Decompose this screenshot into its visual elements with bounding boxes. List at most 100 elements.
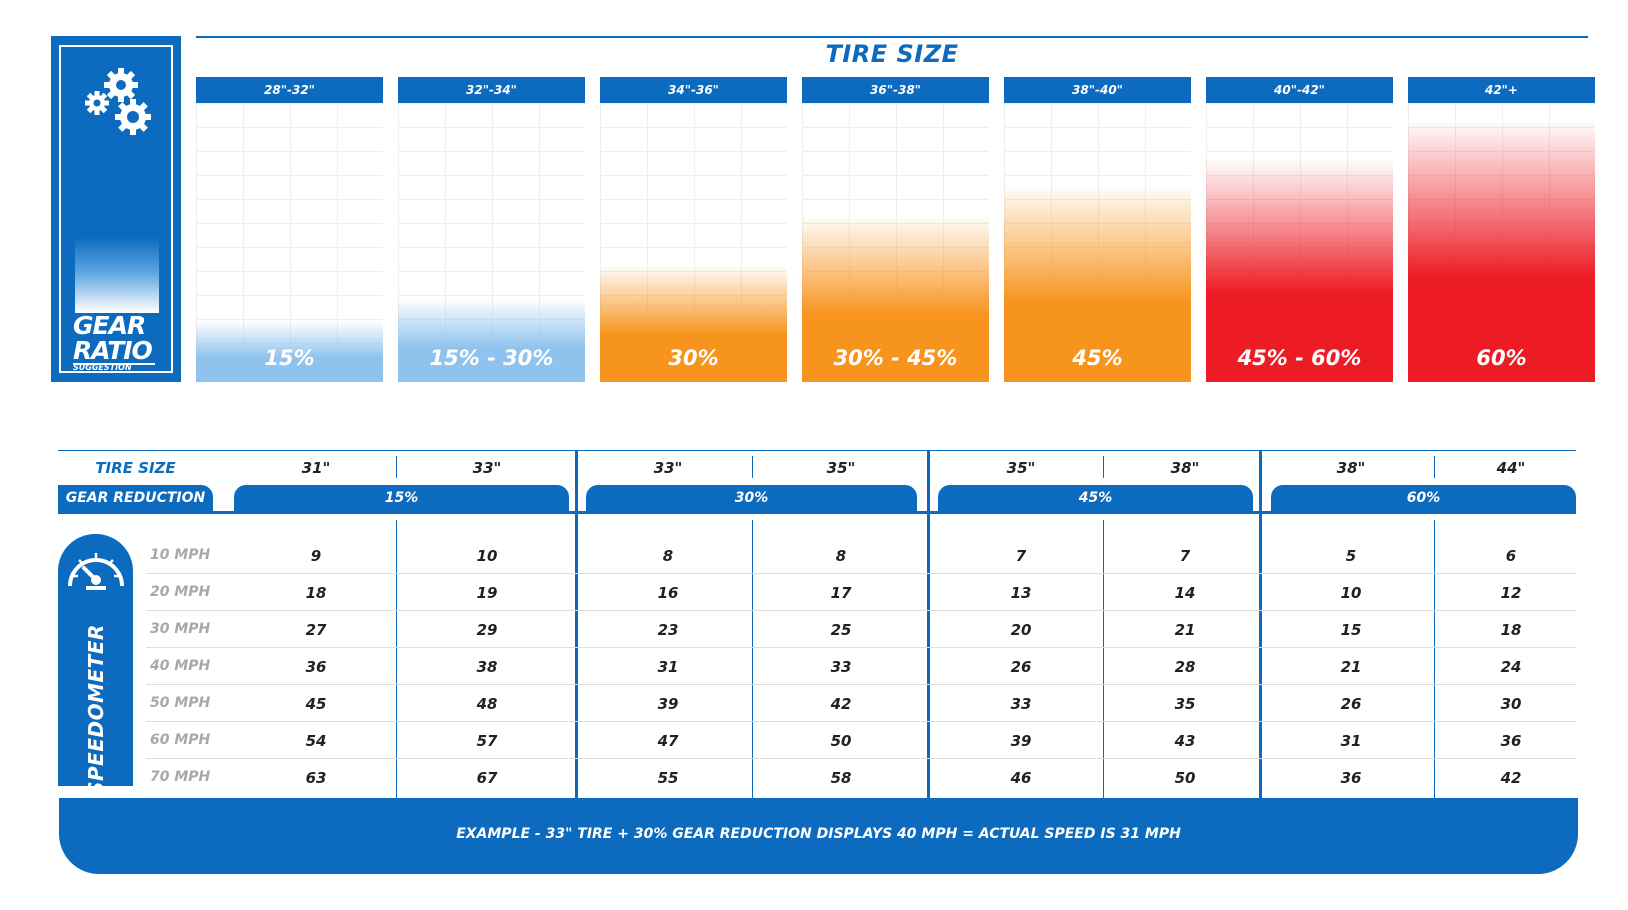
- actual-speed-cell: 28: [1174, 658, 1196, 676]
- actual-speed-cell: 31: [1340, 732, 1362, 750]
- actual-speed-cell: 26: [1340, 695, 1362, 713]
- actual-speed-cell: 29: [476, 621, 498, 639]
- actual-speed-cell: 46: [1010, 769, 1032, 787]
- ratio-bar: [398, 298, 585, 382]
- actual-speed-cell: 18: [305, 584, 327, 602]
- actual-speed-cell: 57: [476, 732, 498, 750]
- tire-size-column: 38"-40" 45%: [1004, 77, 1191, 382]
- ratio-label: 15% - 30%: [429, 346, 554, 370]
- actual-speed-cell: 12: [1500, 584, 1522, 602]
- ratio-label: 45% - 60%: [1237, 346, 1362, 370]
- gear-reduction-tab: 60%: [1271, 485, 1576, 512]
- logo-title-line1: GEAR: [73, 311, 146, 340]
- actual-speed-cell: 13: [1010, 584, 1032, 602]
- actual-speed-cell: 14: [1174, 584, 1196, 602]
- row-separator: [146, 684, 1576, 685]
- tire-size-column: 40"-42" 45% - 60%: [1206, 77, 1393, 382]
- actual-speed-cell: 9: [310, 547, 322, 565]
- actual-speed-cell: 18: [1500, 621, 1522, 639]
- tire-size-value: 38": [1170, 459, 1200, 477]
- tire-size-column: 32"-34" 15% - 30%: [398, 77, 585, 382]
- actual-speed-cell: 17: [830, 584, 852, 602]
- actual-speed-cell: 50: [830, 732, 852, 750]
- ratio-label: 45%: [1072, 346, 1123, 370]
- actual-speed-cell: 20: [1010, 621, 1032, 639]
- tire-size-column: 42"+ 60%: [1408, 77, 1595, 382]
- tire-size-separator: [1103, 456, 1104, 478]
- actual-speed-cell: 67: [476, 769, 498, 787]
- tire-size-row-label: TIRE SIZE: [95, 459, 176, 477]
- tire-size-column: 36"-38" 30% - 45%: [802, 77, 989, 382]
- actual-speed-cell: 47: [657, 732, 679, 750]
- tire-size-separator: [396, 456, 397, 478]
- actual-speed-cell: 8: [662, 547, 674, 565]
- column-divider: [396, 520, 397, 800]
- actual-speed-cell: 25: [830, 621, 852, 639]
- column-divider: [752, 520, 753, 800]
- group-divider: [1259, 450, 1262, 800]
- table-top-rule: [58, 450, 1576, 451]
- gear-reduction-tab: 45%: [938, 485, 1253, 512]
- tire-size-value: 33": [472, 459, 502, 477]
- actual-speed-cell: 5: [1345, 547, 1357, 565]
- group-divider: [575, 450, 578, 800]
- tire-size-separator: [1434, 456, 1435, 478]
- tire-size-value: 35": [826, 459, 856, 477]
- logo-gradient: [75, 237, 159, 313]
- row-separator: [146, 647, 1576, 648]
- ratio-bar: [1004, 184, 1191, 382]
- tire-size-value: 44": [1496, 459, 1526, 477]
- actual-speed-cell: 63: [305, 769, 327, 787]
- actual-speed-cell: 54: [305, 732, 327, 750]
- actual-speed-cell: 21: [1174, 621, 1196, 639]
- ratio-bar: [600, 265, 787, 382]
- tire-size-header: 38"-40": [1004, 77, 1191, 103]
- actual-speed-cell: 36: [1500, 732, 1522, 750]
- chart-title: TIRE SIZE: [825, 40, 959, 68]
- tire-size-value: 38": [1336, 459, 1366, 477]
- tire-size-column: 34"-36" 30%: [600, 77, 787, 382]
- ratio-label: 30%: [668, 346, 719, 370]
- logo-title-line2: RATIO: [73, 336, 153, 365]
- actual-speed-cell: 8: [835, 547, 847, 565]
- speedometer-reading: 30 MPH: [150, 621, 211, 637]
- gears-icon: [85, 68, 151, 135]
- tire-size-header: 28"-32": [196, 77, 383, 103]
- speedometer-reading: 10 MPH: [150, 547, 211, 563]
- row-separator: [146, 610, 1576, 611]
- actual-speed-cell: 42: [830, 695, 852, 713]
- speedometer-reading: 40 MPH: [150, 658, 211, 674]
- gear-reduction-tab: 15%: [234, 485, 569, 512]
- tire-size-header: 36"-38": [802, 77, 989, 103]
- actual-speed-cell: 6: [1505, 547, 1517, 565]
- tire-size-separator: [752, 456, 753, 478]
- tire-size-value: 35": [1006, 459, 1036, 477]
- actual-speed-cell: 42: [1500, 769, 1522, 787]
- tire-size-header: 42"+: [1408, 77, 1595, 103]
- chart-top-rule: [196, 36, 1588, 38]
- actual-speed-cell: 35: [1174, 695, 1196, 713]
- actual-speed-cell: 38: [476, 658, 498, 676]
- actual-speed-cell: 16: [657, 584, 679, 602]
- logo-text: GEAR RATIO SUGGESTION: [73, 311, 153, 372]
- ratio-label: 15%: [264, 346, 315, 370]
- actual-speed-cell: 30: [1500, 695, 1522, 713]
- actual-speed-cell: 23: [657, 621, 679, 639]
- actual-speed-cell: 26: [1010, 658, 1032, 676]
- actual-speed-cell: 21: [1340, 658, 1362, 676]
- ratio-label: 60%: [1476, 346, 1527, 370]
- row-separator: [146, 721, 1576, 722]
- tire-size-header: 40"-42": [1206, 77, 1393, 103]
- actual-speed-cell: 48: [476, 695, 498, 713]
- column-divider: [1103, 520, 1104, 800]
- actual-speed-cell: 39: [657, 695, 679, 713]
- example-text: EXAMPLE - 33" TIRE + 30% GEAR REDUCTION …: [456, 826, 1181, 842]
- speedometer-reading: 50 MPH: [150, 695, 211, 711]
- actual-speed-cell: 19: [476, 584, 498, 602]
- ratio-bar: [1408, 120, 1595, 382]
- actual-speed-cell: 50: [1174, 769, 1196, 787]
- actual-speed-cell: 10: [1340, 584, 1362, 602]
- row-separator: [146, 758, 1576, 759]
- actual-speed-cell: 7: [1179, 547, 1191, 565]
- actual-speed-cell: 27: [305, 621, 327, 639]
